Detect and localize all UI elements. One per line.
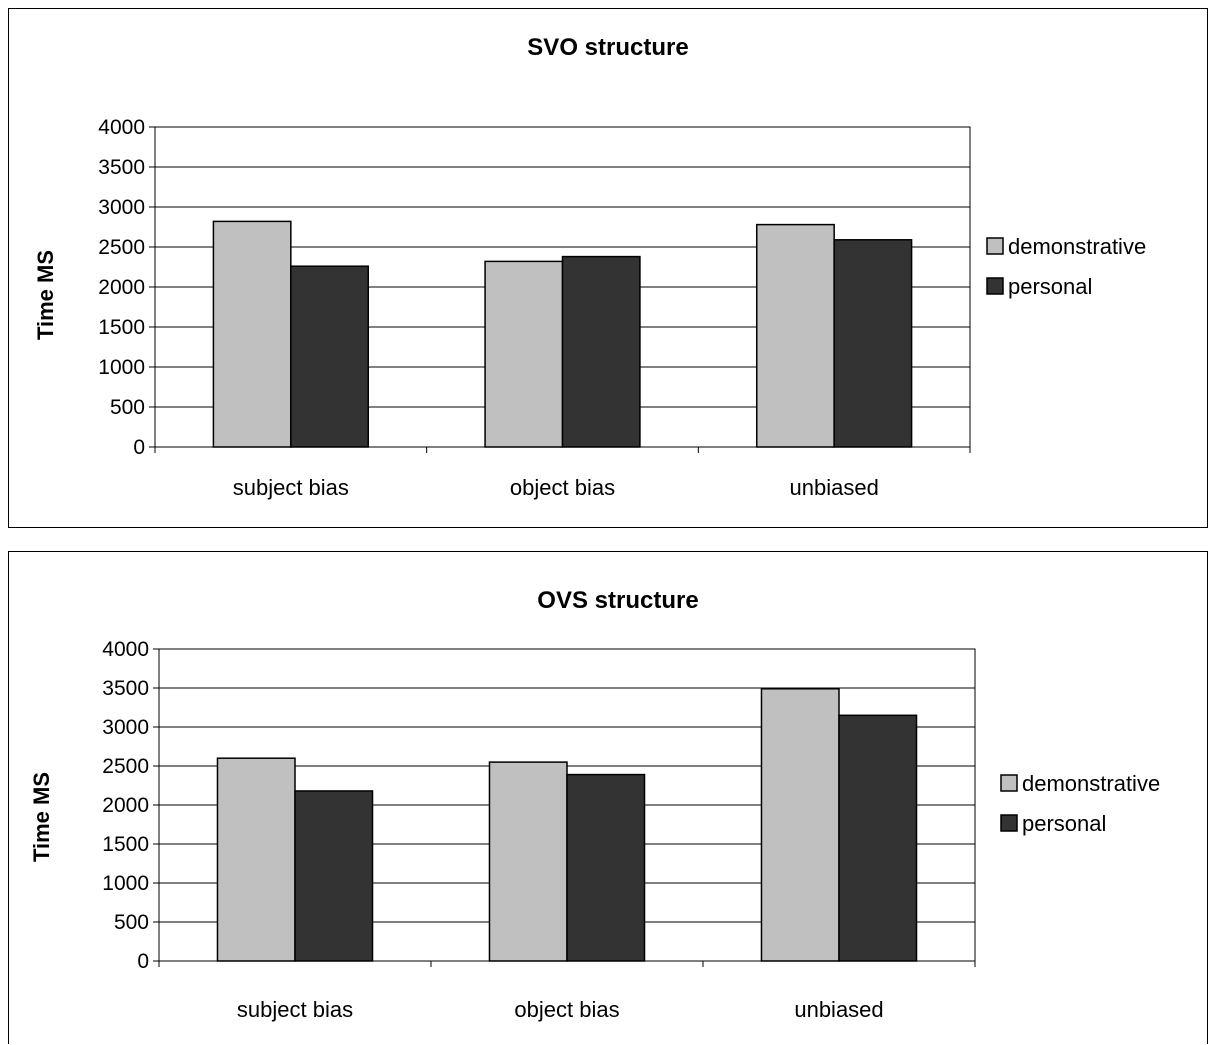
y-tick-label: 3500 (98, 156, 145, 179)
y-tick-label: 1500 (102, 833, 149, 856)
bar-personal (833, 239, 913, 448)
x-category-label: object bias (510, 475, 615, 500)
y-tick-label: 500 (114, 911, 149, 934)
y-axis-label: Time MS (29, 772, 54, 862)
bar-personal (561, 255, 641, 448)
chart-title: OVS structure (537, 587, 698, 614)
y-tick-label: 2000 (98, 276, 145, 299)
bar-demonstrative (484, 260, 564, 448)
x-category-label: unbiased (794, 997, 883, 1022)
bar-demonstrative (488, 761, 568, 962)
bar-personal (294, 790, 374, 962)
legend-label: personal (1008, 274, 1092, 299)
y-tick-label: 3000 (102, 716, 149, 739)
y-tick-label: 500 (110, 396, 145, 419)
bar-demonstrative (212, 220, 292, 448)
x-category-label: subject bias (237, 997, 353, 1022)
chart-title: SVO structure (527, 34, 688, 61)
legend-swatch (1000, 774, 1018, 792)
y-tick-label: 2500 (102, 755, 149, 778)
svo-chart-panel: SVO structure Time MS 0 500 1000 1500 2000 25… (8, 8, 1208, 528)
svo-chart: SVO structure Time MS 0 500 1000 1500 2000 25… (33, 34, 1146, 500)
y-tick-label: 0 (137, 950, 149, 973)
bar-demonstrative (216, 757, 296, 962)
y-tick-label: 4000 (102, 638, 149, 661)
bar-demonstrative (755, 223, 835, 448)
ovs-chart: OVS structure Time MS 0 500 1000 1500 2000 25… (29, 587, 1160, 1022)
bar-demonstrative (760, 688, 840, 962)
y-tick-label: 1500 (98, 316, 145, 339)
y-tick-label: 1000 (98, 356, 145, 379)
y-tick-label: 3500 (102, 677, 149, 700)
bar-personal (566, 773, 646, 962)
y-axis-label: Time MS (33, 250, 58, 340)
y-tick-label: 0 (133, 436, 145, 459)
bar-personal (290, 265, 370, 448)
legend-swatch (986, 237, 1004, 255)
legend-label: personal (1022, 811, 1106, 836)
x-category-label: unbiased (790, 475, 879, 500)
y-tick-label: 1000 (102, 872, 149, 895)
legend-swatch (1000, 814, 1018, 832)
x-category-label: object bias (514, 997, 619, 1022)
legend-label: demonstrative (1022, 771, 1160, 796)
y-tick-label: 2500 (98, 236, 145, 259)
bar-personal (838, 714, 918, 962)
legend-label: demonstrative (1008, 234, 1146, 259)
y-tick-label: 4000 (98, 116, 145, 139)
legend-swatch (986, 277, 1004, 295)
x-category-label: subject bias (233, 475, 349, 500)
ovs-chart-panel: OVS structure Time MS 0 500 1000 1500 2000 25… (8, 551, 1208, 1044)
y-tick-label: 2000 (102, 794, 149, 817)
y-tick-label: 3000 (98, 196, 145, 219)
